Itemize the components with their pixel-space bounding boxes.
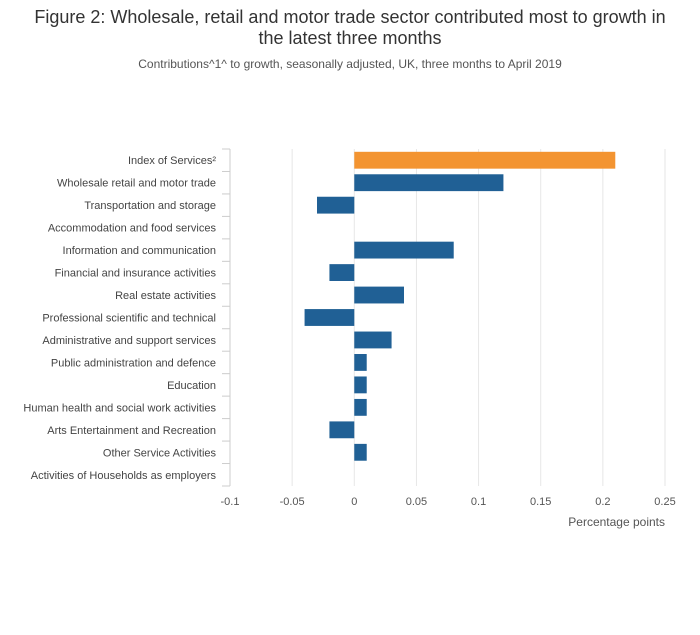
bar bbox=[317, 196, 355, 214]
bar bbox=[354, 398, 367, 416]
x-tick-label: 0.05 bbox=[406, 496, 427, 508]
x-tick-label: 0.2 bbox=[595, 496, 610, 508]
chart-title: Figure 2: Wholesale, retail and motor tr… bbox=[34, 7, 666, 48]
bar bbox=[354, 241, 454, 259]
bar bbox=[354, 331, 392, 349]
category-label: Accommodation and food services bbox=[48, 223, 217, 235]
bar bbox=[354, 174, 504, 192]
category-label: Public administration and defence bbox=[51, 357, 216, 369]
category-label: Other Service Activities bbox=[103, 447, 217, 459]
bar bbox=[354, 151, 616, 169]
x-tick-label: -0.1 bbox=[221, 496, 240, 508]
bar bbox=[304, 309, 355, 326]
bar bbox=[329, 264, 355, 281]
category-label: Arts Entertainment and Recreation bbox=[47, 425, 216, 437]
x-axis-title: Percentage points bbox=[568, 515, 665, 529]
category-label: Administrative and support services bbox=[42, 335, 216, 347]
chart-subtitle: Contributions^1^ to growth, seasonally a… bbox=[138, 57, 562, 71]
bar bbox=[354, 443, 367, 461]
bar bbox=[354, 286, 404, 304]
category-label: Transportation and storage bbox=[84, 200, 216, 212]
category-label: Human health and social work activities bbox=[23, 402, 216, 414]
category-label: Professional scientific and technical bbox=[42, 313, 216, 325]
x-tick-label: 0 bbox=[351, 496, 357, 508]
category-label: Information and communication bbox=[63, 245, 216, 257]
category-label: Financial and insurance activities bbox=[55, 268, 217, 280]
category-label: Activities of Households as employers bbox=[31, 470, 217, 482]
category-label: Education bbox=[167, 380, 216, 392]
x-tick-label: -0.05 bbox=[280, 496, 305, 508]
x-tick-label: 0.25 bbox=[654, 496, 675, 508]
category-label: Wholesale retail and motor trade bbox=[57, 178, 216, 190]
category-label: Real estate activities bbox=[115, 290, 216, 302]
bar bbox=[354, 376, 367, 394]
category-label: Index of Services² bbox=[128, 155, 216, 167]
x-tick-label: 0.15 bbox=[530, 496, 551, 508]
bar bbox=[329, 421, 355, 439]
x-tick-label: 0.1 bbox=[471, 496, 486, 508]
bar bbox=[354, 354, 367, 371]
